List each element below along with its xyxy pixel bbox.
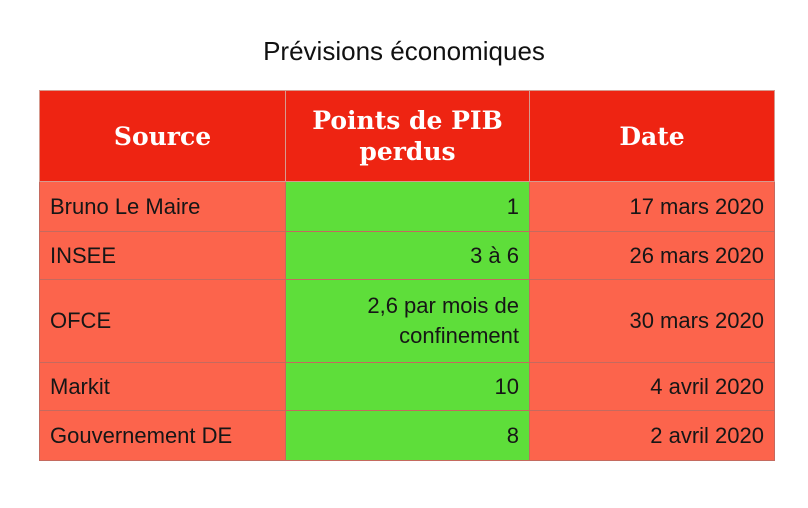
cell-source: Bruno Le Maire <box>39 181 286 232</box>
cell-date: 2 avril 2020 <box>529 410 775 461</box>
header-source: Source <box>39 90 286 182</box>
table-row: Bruno Le Maire 1 17 mars 2020 <box>39 181 775 232</box>
cell-points: 2,6 par mois de confinement <box>285 279 530 363</box>
table-row: Markit 10 4 avril 2020 <box>39 362 775 411</box>
table-row: OFCE 2,6 par mois de confinement 30 mars… <box>39 279 775 363</box>
cell-source: Gouvernement DE <box>39 410 286 461</box>
cell-points: 8 <box>285 410 530 461</box>
cell-points: 1 <box>285 181 530 232</box>
header-points: Points de PIB perdus <box>285 90 530 182</box>
table-row: Gouvernement DE 8 2 avril 2020 <box>39 410 775 461</box>
cell-source: OFCE <box>39 279 286 363</box>
cell-points: 10 <box>285 362 530 411</box>
cell-date: 26 mars 2020 <box>529 231 775 280</box>
cell-date: 30 mars 2020 <box>529 279 775 363</box>
cell-date: 4 avril 2020 <box>529 362 775 411</box>
header-row: Source Points de PIB perdus Date <box>39 90 775 182</box>
cell-points: 3 à 6 <box>285 231 530 280</box>
cell-source: Markit <box>39 362 286 411</box>
cell-source: INSEE <box>39 231 286 280</box>
table-row: INSEE 3 à 6 26 mars 2020 <box>39 231 775 280</box>
page-title: Prévisions économiques <box>263 36 545 66</box>
cell-date: 17 mars 2020 <box>529 181 775 232</box>
forecast-table: Source Points de PIB perdus Date Bruno L… <box>39 90 775 461</box>
header-date: Date <box>529 90 775 182</box>
